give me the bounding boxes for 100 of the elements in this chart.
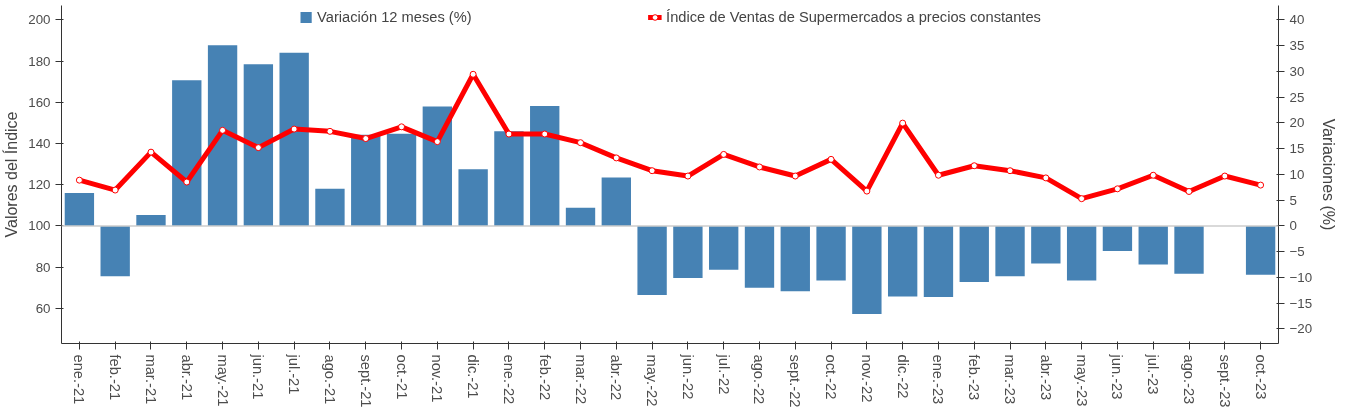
bar [386, 133, 417, 226]
bar [780, 225, 810, 292]
bar [816, 225, 846, 281]
y-tick-label: 60 [35, 300, 51, 316]
x-tick-label: jun.-22 [679, 353, 696, 400]
bar [995, 225, 1025, 277]
bar [279, 52, 309, 226]
x-tick-label: dic.-22 [894, 354, 911, 399]
x-tick-label: ago.-23 [1181, 354, 1198, 405]
point [75, 176, 83, 184]
point [1078, 195, 1086, 203]
x-tick-label: feb.-22 [536, 354, 553, 401]
x-tick-label: abr.-23 [1037, 354, 1054, 401]
x-tick-label: nov.-21 [429, 354, 446, 403]
point [1113, 185, 1121, 193]
point [326, 127, 334, 135]
point [1006, 167, 1014, 175]
x-tick-label: sept.-22 [787, 354, 804, 408]
point [577, 139, 585, 147]
y2-tick-label: −20 [1289, 321, 1313, 337]
x-tick-label: jul.-23 [1145, 353, 1162, 395]
legend-label: Variación 12 meses (%) [317, 9, 473, 25]
y2-tick-label: 0 [1289, 218, 1297, 234]
point [1185, 188, 1193, 195]
x-tick-label: jul.-22 [715, 353, 732, 395]
x-tick-label: ene.-22 [500, 354, 517, 405]
bar [852, 225, 882, 314]
bar [1174, 225, 1204, 274]
point [254, 144, 262, 152]
y-tick-label: 160 [28, 94, 51, 110]
point [111, 186, 119, 194]
bar [172, 80, 202, 226]
x-tick-label: abr.-21 [178, 354, 195, 401]
y2-tick-label: 20 [1289, 115, 1305, 131]
y2-tick-label: 40 [1289, 12, 1305, 28]
y2-tick-label: 35 [1289, 38, 1305, 54]
bar [637, 225, 667, 295]
x-tick-label: nov.-22 [858, 354, 875, 403]
point [469, 70, 477, 78]
y2-tick-label: 15 [1289, 141, 1305, 157]
x-tick-label: ene.-21 [71, 354, 88, 405]
bar [744, 225, 775, 288]
bar [64, 192, 95, 226]
y-tick-label: 120 [28, 177, 51, 193]
y2-tick-label: 5 [1289, 192, 1297, 208]
point [183, 178, 191, 186]
point [755, 163, 763, 171]
y2-axis-title: Variaciones (%) [1320, 118, 1338, 231]
y-tick-label: 200 [28, 12, 51, 28]
x-tick-label: oct.-22 [823, 354, 840, 400]
y-tick-label: 80 [35, 259, 51, 275]
bar [1138, 225, 1168, 265]
y-tick-label: 140 [28, 136, 51, 151]
bar [709, 225, 739, 270]
point [505, 130, 513, 138]
y-axis-title: Valores del Índice [2, 111, 21, 238]
x-tick-label: oct.-21 [393, 354, 410, 400]
x-tick-label: sept.-23 [1216, 354, 1233, 408]
x-tick-label: dic.-21 [465, 354, 482, 399]
point [1257, 181, 1265, 189]
point [147, 148, 155, 156]
x-tick-label: ene.-23 [930, 354, 947, 405]
bar [422, 106, 453, 226]
point [612, 154, 620, 162]
bar [887, 225, 918, 297]
bar [1031, 225, 1061, 264]
point [648, 167, 656, 175]
x-tick-label: may.-23 [1073, 354, 1090, 407]
point [684, 172, 692, 180]
bar [673, 225, 703, 278]
x-tick-label: jul.-21 [286, 353, 303, 395]
x-tick-label: jun.-21 [250, 353, 267, 400]
bar [494, 131, 524, 226]
point [899, 119, 907, 127]
bar [136, 215, 166, 226]
x-tick-label: mar.-23 [1002, 354, 1019, 405]
x-tick-label: feb.-21 [107, 354, 124, 401]
point [541, 130, 549, 138]
x-tick-label: mar.-22 [572, 354, 589, 405]
bar [243, 64, 274, 226]
point [863, 187, 871, 195]
y2-tick-label: 25 [1289, 89, 1305, 105]
y2-tick-label: 30 [1289, 63, 1305, 79]
bar [1102, 225, 1133, 252]
point [1149, 171, 1157, 179]
point [219, 126, 227, 134]
point [827, 155, 835, 163]
point [720, 150, 728, 158]
bar [601, 177, 631, 226]
bar [315, 188, 345, 226]
bar [100, 225, 130, 277]
x-tick-label: mar.-21 [142, 354, 159, 405]
x-tick-label: ago.-22 [751, 354, 768, 405]
point [791, 172, 799, 180]
bar [458, 169, 488, 226]
y2-tick-label: −10 [1289, 269, 1313, 285]
point [433, 138, 441, 146]
y-tick-label: 180 [28, 53, 51, 69]
bar [565, 207, 596, 226]
x-tick-label: may.-22 [644, 354, 661, 407]
